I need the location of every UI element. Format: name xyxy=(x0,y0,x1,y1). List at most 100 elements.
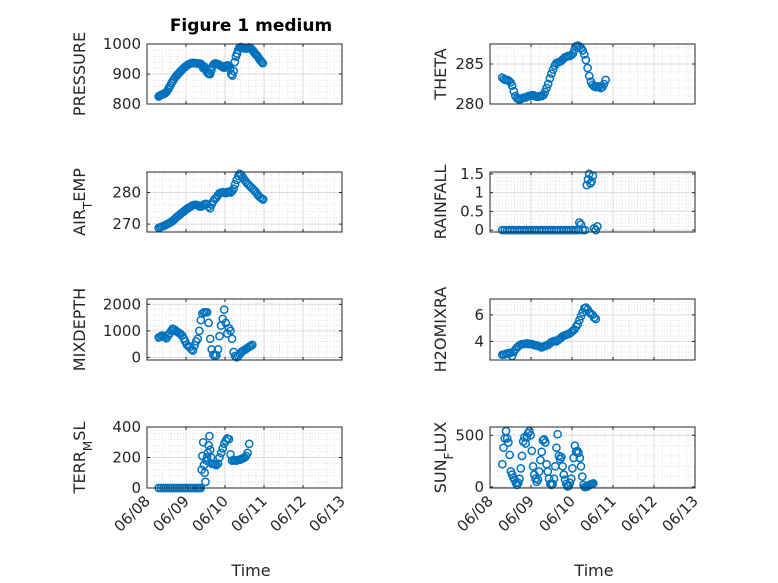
data-point xyxy=(549,474,559,484)
axes-box xyxy=(489,43,696,105)
y-tick-label: 280 xyxy=(455,95,484,113)
data-point xyxy=(228,71,237,80)
y-tick-label: 0 xyxy=(131,348,141,366)
data-point xyxy=(212,350,221,360)
y-axis-label-subscript: F xyxy=(442,452,456,459)
axes-background xyxy=(490,427,695,488)
y-tick-label: 1000 xyxy=(103,322,141,340)
y-tick-label: 2000 xyxy=(103,295,141,313)
data-point xyxy=(558,461,567,471)
y-tick-label: 1.5 xyxy=(460,165,484,183)
y-axis-label: THETA xyxy=(431,48,450,100)
y-tick-label: 1 xyxy=(474,184,484,202)
data-point xyxy=(505,450,515,460)
data-point xyxy=(568,49,578,58)
data-point xyxy=(502,434,512,443)
y-tick-label: 280 xyxy=(112,184,141,202)
y-tick-label: 4 xyxy=(474,332,484,350)
data-point xyxy=(194,326,204,336)
y-tick-label: 800 xyxy=(112,95,141,113)
data-point xyxy=(205,431,214,441)
data-point xyxy=(541,438,550,447)
data-point xyxy=(243,448,252,458)
data-point xyxy=(247,340,257,350)
data-point xyxy=(533,475,543,485)
data-point xyxy=(589,313,599,322)
data-point xyxy=(553,429,562,439)
data-point xyxy=(534,467,544,476)
data-point xyxy=(513,478,523,488)
data-point xyxy=(537,447,547,457)
data-point xyxy=(552,443,561,453)
data-point xyxy=(258,58,268,68)
data-point xyxy=(580,225,590,235)
data-point xyxy=(536,455,545,465)
y-axis-label-subscript: M xyxy=(81,441,95,451)
data-point xyxy=(588,478,598,488)
y-axis-label-subscript: T xyxy=(81,201,95,210)
data-point xyxy=(587,177,597,186)
data-point xyxy=(573,319,583,329)
data-point xyxy=(202,307,212,317)
data-point xyxy=(207,345,217,354)
data-point xyxy=(545,74,555,83)
subplot-mixdepth: 0 1000 2000 MIXDEPTH xyxy=(70,288,343,371)
axes-background xyxy=(490,172,695,232)
data-point xyxy=(515,474,524,484)
data-point xyxy=(205,334,215,344)
y-tick-label: 0.5 xyxy=(460,202,484,220)
data-point xyxy=(574,448,583,458)
data-point xyxy=(215,331,224,341)
data-point xyxy=(599,79,609,89)
data-point xyxy=(504,438,513,447)
data-point xyxy=(204,318,213,328)
data-point xyxy=(226,326,235,336)
data-point xyxy=(202,453,212,462)
y-axis-label: SUNFLUX xyxy=(431,422,456,494)
data-point xyxy=(509,86,519,96)
data-point xyxy=(200,468,210,478)
data-point xyxy=(230,57,240,67)
y-tick-label: 400 xyxy=(112,418,141,436)
data-point xyxy=(244,439,254,449)
data-point xyxy=(575,218,584,227)
y-tick-label: 1000 xyxy=(103,35,141,53)
data-point xyxy=(229,184,238,194)
data-point xyxy=(213,459,223,468)
data-point xyxy=(224,434,234,444)
data-point xyxy=(575,315,584,325)
y-axis-label-part: SL xyxy=(70,422,89,441)
data-point xyxy=(201,477,210,487)
data-point xyxy=(601,75,610,85)
data-point xyxy=(566,474,576,484)
axes-box xyxy=(146,171,343,233)
data-point xyxy=(526,430,535,440)
data-point xyxy=(507,81,517,90)
y-tick-label: 0 xyxy=(474,478,484,496)
y-tick-label: 200 xyxy=(112,449,141,467)
data-point xyxy=(258,195,268,204)
data-point xyxy=(543,79,553,89)
data-point xyxy=(229,66,238,76)
data-point xyxy=(584,71,594,81)
data-point xyxy=(212,460,221,470)
data-point xyxy=(575,453,585,463)
figure-title: Figure 1 medium xyxy=(170,16,332,36)
y-axis-label-part: THETA xyxy=(431,48,450,100)
subplot-pressure: 800 900 1000 PRESSURE xyxy=(70,32,343,116)
data-point xyxy=(570,441,580,450)
data-point xyxy=(538,436,548,445)
data-point xyxy=(581,55,591,65)
data-point xyxy=(230,179,240,189)
y-axis-label-part: PRESSURE xyxy=(70,32,89,116)
subplot-air-temp: 270 280 AIRTEMP xyxy=(70,168,343,236)
data-point xyxy=(528,461,538,471)
axes-box xyxy=(489,426,696,489)
data-point xyxy=(205,69,215,79)
data-point xyxy=(516,464,526,473)
data-point xyxy=(579,50,589,59)
data-point xyxy=(218,444,228,453)
data-point xyxy=(227,334,237,344)
y-axis-label: AIRTEMP xyxy=(70,168,95,236)
